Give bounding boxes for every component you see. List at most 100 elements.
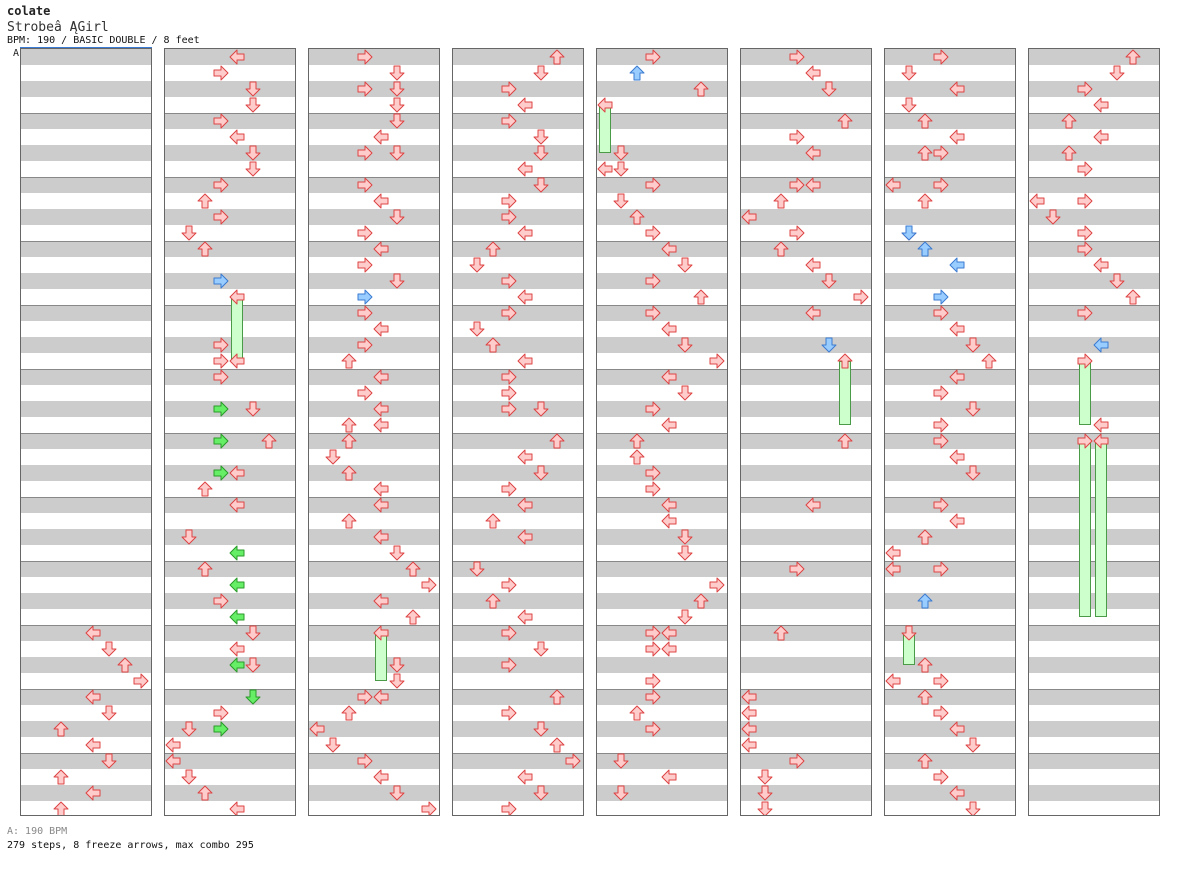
arrow-down-icon — [757, 785, 773, 801]
arrow-right-icon — [213, 593, 229, 609]
arrow-down-icon — [821, 81, 837, 97]
measure-line — [21, 753, 151, 754]
arrow-up-icon — [485, 337, 501, 353]
arrow-left-icon — [229, 641, 245, 657]
arrow-up-icon — [341, 353, 357, 369]
chart-column-2 — [164, 48, 296, 816]
arrow-down-icon — [389, 545, 405, 561]
arrow-left-icon — [805, 65, 821, 81]
arrow-right-icon — [853, 289, 869, 305]
arrow-left-icon — [741, 721, 757, 737]
arrow-up-icon — [837, 353, 853, 369]
measure-line — [21, 561, 151, 562]
arrow-right-icon — [213, 177, 229, 193]
arrow-right-icon — [645, 401, 661, 417]
arrow-down-icon — [821, 273, 837, 289]
arrow-up-icon — [1125, 49, 1141, 65]
arrow-up-icon — [485, 513, 501, 529]
arrow-left-icon — [165, 737, 181, 753]
arrow-left-icon — [1093, 97, 1109, 113]
arrow-right-icon — [645, 49, 661, 65]
arrow-down-icon — [613, 145, 629, 161]
arrow-right-icon — [357, 81, 373, 97]
arrow-down-icon — [533, 129, 549, 145]
measure-line — [165, 113, 295, 114]
arrow-up-icon — [1061, 145, 1077, 161]
arrow-down-icon — [533, 721, 549, 737]
measure-line — [165, 241, 295, 242]
measure-line — [741, 369, 871, 370]
arrow-down-icon — [965, 337, 981, 353]
arrow-left-icon — [661, 769, 677, 785]
arrow-right-icon — [213, 705, 229, 721]
measure-line — [165, 561, 295, 562]
arrow-right-icon — [213, 65, 229, 81]
measure-line — [741, 561, 871, 562]
arrow-down-icon — [613, 785, 629, 801]
measure-line — [21, 625, 151, 626]
arrow-left-icon — [885, 545, 901, 561]
arrow-right-icon — [213, 353, 229, 369]
measure-line — [453, 689, 583, 690]
freeze-arrow — [839, 361, 851, 425]
arrow-left-icon — [517, 497, 533, 513]
arrow-right-icon — [933, 289, 949, 305]
measure-line — [885, 689, 1015, 690]
arrow-up-icon — [773, 193, 789, 209]
measure-line — [741, 625, 871, 626]
measure-line — [597, 241, 727, 242]
arrow-right-icon — [645, 273, 661, 289]
measure-line — [309, 241, 439, 242]
arrow-up-icon — [773, 625, 789, 641]
arrow-down-icon — [821, 337, 837, 353]
arrow-up-icon — [629, 209, 645, 225]
arrow-left-icon — [229, 657, 245, 673]
arrow-up-icon — [917, 753, 933, 769]
measure-line — [1029, 433, 1159, 434]
arrow-up-icon — [629, 705, 645, 721]
arrow-right-icon — [357, 305, 373, 321]
measure-line — [885, 177, 1015, 178]
bpm-legend: A: 190 BPM — [7, 826, 68, 837]
measure-line — [21, 689, 151, 690]
chart-column-1 — [20, 48, 152, 816]
arrow-left-icon — [517, 769, 533, 785]
freeze-arrow — [231, 297, 243, 361]
arrow-right-icon — [501, 705, 517, 721]
arrow-right-icon — [645, 465, 661, 481]
arrow-up-icon — [917, 529, 933, 545]
measure-line — [885, 369, 1015, 370]
arrow-right-icon — [357, 753, 373, 769]
arrow-left-icon — [1093, 417, 1109, 433]
arrow-right-icon — [709, 577, 725, 593]
measure-line — [741, 113, 871, 114]
arrow-down-icon — [245, 657, 261, 673]
arrow-right-icon — [1077, 433, 1093, 449]
arrow-right-icon — [501, 577, 517, 593]
arrow-right-icon — [501, 385, 517, 401]
arrow-down-icon — [677, 257, 693, 273]
arrow-right-icon — [789, 129, 805, 145]
arrow-up-icon — [117, 657, 133, 673]
measure-line — [21, 241, 151, 242]
arrow-right-icon — [213, 433, 229, 449]
measure-line — [741, 433, 871, 434]
arrow-down-icon — [1045, 209, 1061, 225]
measure-line — [1029, 561, 1159, 562]
arrow-left-icon — [229, 545, 245, 561]
measure-line — [165, 177, 295, 178]
arrow-right-icon — [213, 465, 229, 481]
arrow-down-icon — [181, 769, 197, 785]
measure-line — [165, 369, 295, 370]
arrow-right-icon — [213, 209, 229, 225]
measure-line — [453, 561, 583, 562]
arrow-left-icon — [885, 177, 901, 193]
measure-line — [597, 625, 727, 626]
arrow-right-icon — [501, 625, 517, 641]
song-subtitle: Strobeâ ĄGirl — [7, 20, 109, 35]
measure-line — [453, 625, 583, 626]
arrow-up-icon — [485, 593, 501, 609]
arrow-right-icon — [421, 801, 437, 815]
arrow-right-icon — [933, 561, 949, 577]
arrow-left-icon — [1093, 337, 1109, 353]
